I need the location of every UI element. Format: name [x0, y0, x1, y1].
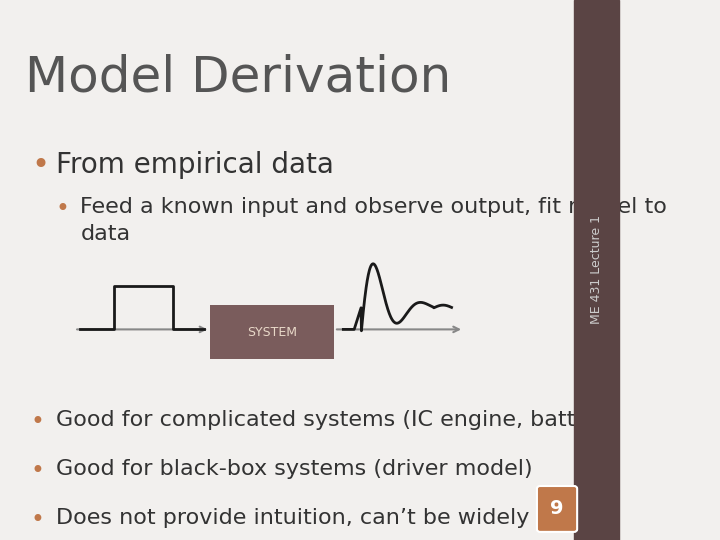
Text: SYSTEM: SYSTEM [247, 326, 297, 339]
Text: Good for complicated systems (IC engine, battery): Good for complicated systems (IC engine,… [55, 410, 620, 430]
Text: •: • [31, 151, 49, 180]
Text: Does not provide intuition, can’t be widely applied: Does not provide intuition, can’t be wid… [55, 508, 618, 528]
Text: •: • [31, 459, 45, 483]
Text: •: • [55, 197, 70, 221]
Text: •: • [31, 508, 45, 531]
Text: From empirical data: From empirical data [55, 151, 333, 179]
Text: •: • [31, 410, 45, 434]
Text: 9: 9 [550, 500, 564, 518]
Bar [210, 305, 334, 359]
Text: ME 431 Lecture 1: ME 431 Lecture 1 [590, 215, 603, 325]
Text: Model Derivation: Model Derivation [24, 54, 451, 102]
Text: Feed a known input and observe output, fit model to
data: Feed a known input and observe output, f… [81, 197, 667, 244]
Text: Good for black-box systems (driver model): Good for black-box systems (driver model… [55, 459, 532, 479]
Bar [574, 0, 618, 540]
FancyBboxPatch shape [537, 486, 577, 532]
